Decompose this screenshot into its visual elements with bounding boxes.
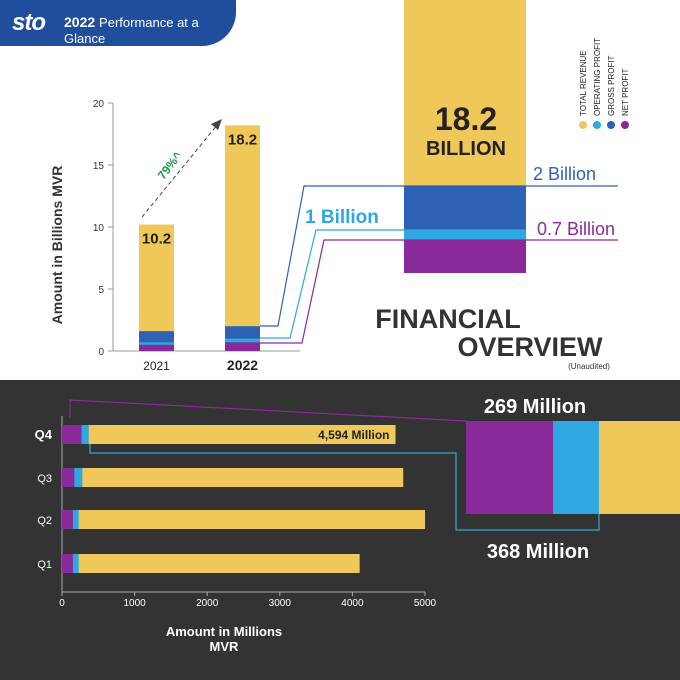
operating-profit-callout: 1 Billion	[305, 207, 379, 228]
big-unit: BILLION	[426, 138, 506, 160]
quarterly-category-label: Q4	[35, 427, 53, 442]
annual-bar-net-profit	[225, 342, 260, 351]
legend-swatch	[579, 121, 587, 129]
quarterly-x-axis-label-line2: MVR	[210, 639, 240, 654]
overview-bar-net-profit	[404, 240, 526, 273]
quarterly-x-axis-label-line1: Amount in Millions	[166, 624, 282, 639]
quarterly-bar-net-profit	[62, 554, 73, 573]
zoom-net-profit	[466, 421, 553, 514]
annual-x-tick-label: 2021	[143, 359, 170, 373]
quarterly-category-label: Q2	[37, 515, 52, 527]
legend-label: NET PROFIT	[621, 68, 630, 116]
legend: TOTAL REVENUE OPERATING PROFIT GROSS PROFI…	[579, 38, 630, 129]
overview-bar-gross-profit	[404, 186, 526, 230]
quarter-operating-callout: 368 Million	[487, 541, 589, 563]
quarterly-bar-total-revenue	[62, 425, 396, 444]
quarterly-bar-total-revenue	[62, 468, 404, 487]
annual-bar-net-profit	[139, 344, 174, 351]
quarterly-x-tick-label: 3000	[269, 598, 292, 609]
quarterly-bar-net-profit	[62, 425, 82, 444]
annual-data-label: 10.2	[142, 231, 171, 248]
overview-graphic	[260, 0, 618, 344]
overview-title-line1: FINANCIAL	[375, 304, 520, 334]
annual-y-tick-label: 0	[98, 347, 104, 358]
quarterly-bar-net-profit	[62, 468, 75, 487]
gross-profit-callout: 2 Billion	[533, 164, 596, 184]
quarterly-category-label: Q3	[37, 473, 52, 485]
header-year: 2022	[64, 14, 96, 30]
quarterly-x-tick-label: 2000	[196, 598, 219, 609]
quarterly-x-tick-label: 4000	[341, 598, 364, 609]
header-subtitle: Performance at a Glance	[64, 15, 199, 46]
annual-y-tick-label: 15	[93, 161, 105, 172]
annual-chart: 0 5 10 15 20 2021 10.2 2022 18.2 79%^	[93, 99, 300, 373]
overview-bar-operating-profit	[404, 230, 526, 240]
quarterly-bar-total-revenue	[62, 510, 425, 529]
annual-data-label: 18.2	[228, 131, 257, 148]
net-profit-callout: 0.7 Billion	[537, 219, 615, 239]
quarterly-data-label: 4,594 Million	[318, 428, 389, 442]
annual-y-axis-label: Amount in Billions MVR	[49, 166, 65, 325]
quarterly-x-tick-label: 1000	[123, 598, 146, 609]
overview-subtitle: (Unaudited)	[568, 362, 610, 371]
connector-operating-profit	[260, 229, 526, 339]
overview-title-line2: OVERVIEW	[457, 332, 603, 362]
zoom-operating-profit	[553, 421, 599, 514]
annual-bar-total-revenue	[139, 224, 174, 351]
zoom-total-revenue	[599, 421, 680, 514]
legend-swatch	[607, 121, 615, 129]
legend-label: TOTAL REVENUE	[579, 50, 588, 116]
legend-label: GROSS PROFIT	[607, 55, 616, 116]
zoom-connector-operating	[89, 444, 600, 531]
overview-bar-total-revenue	[404, 0, 526, 186]
quarterly-category-label: Q1	[37, 559, 52, 571]
quarterly-x-tick-label: 5000	[414, 598, 437, 609]
annual-y-tick-label: 20	[93, 99, 105, 110]
header-title: 2022 Performance at a Glance	[64, 14, 236, 46]
quarterly-bar-total-revenue	[62, 554, 360, 573]
annual-y-tick-label: 10	[93, 223, 105, 234]
growth-arrow-head	[211, 119, 222, 130]
big-value: 18.2	[435, 101, 497, 137]
legend-label: OPERATING PROFIT	[593, 38, 602, 116]
sto-logo: sto	[12, 9, 46, 36]
zoom-connector-net	[69, 399, 467, 422]
quarterly-chart: 0 1000 2000 3000 4000 5000 Q4 4,594 Million Q3 Q2…	[35, 399, 680, 609]
quarterly-bar-net-profit	[62, 510, 73, 529]
header-banner: sto 2022 Performance at a Glance	[0, 0, 236, 46]
annual-y-tick-label: 5	[98, 285, 104, 296]
annual-bar-total-revenue	[225, 125, 260, 351]
connector-gross-profit	[260, 185, 618, 327]
growth-annotation: 79%^	[155, 149, 185, 182]
legend-swatch	[593, 121, 601, 129]
growth-arrow-line	[141, 123, 219, 218]
legend-swatch	[621, 121, 629, 129]
quarterly-x-tick-label: 0	[59, 598, 65, 609]
quarter-net-callout: 269 Million	[484, 396, 586, 418]
annual-x-tick-label: 2022	[227, 357, 258, 373]
connector-net-profit	[260, 239, 618, 344]
